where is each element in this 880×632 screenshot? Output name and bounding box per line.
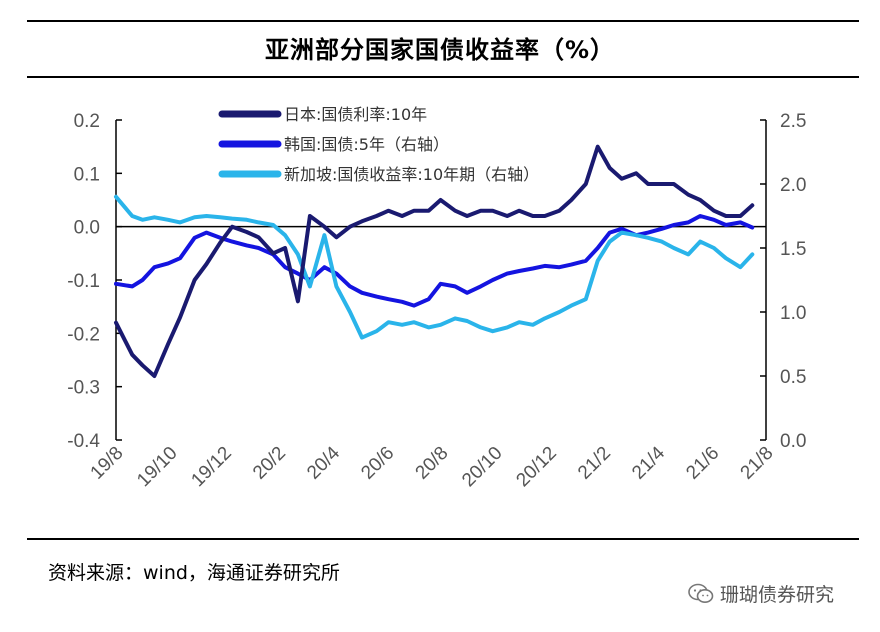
x-tick-label: 21/4 bbox=[628, 442, 669, 483]
series-line-1 bbox=[114, 214, 755, 308]
x-tick-label: 20/12 bbox=[512, 443, 560, 491]
right-tick-label: 0.5 bbox=[780, 367, 806, 388]
title-rule bbox=[27, 76, 859, 78]
left-tick-label: 0.2 bbox=[74, 111, 100, 132]
x-tick-label: 20/2 bbox=[249, 443, 290, 484]
watermark: 珊瑚债券研究 bbox=[688, 580, 834, 607]
x-tick-label: 20/6 bbox=[357, 443, 398, 484]
series-line-0 bbox=[114, 144, 755, 378]
x-tick-label: 19/10 bbox=[133, 443, 181, 491]
left-tick-label: -0.4 bbox=[67, 431, 100, 452]
x-tick-label: 21/6 bbox=[682, 443, 723, 484]
chart-title: 亚洲部分国家国债收益率（%） bbox=[264, 36, 616, 64]
x-tick-label: 21/8 bbox=[737, 443, 778, 484]
left-tick-label: 0.1 bbox=[74, 164, 100, 185]
right-tick-label: 1.5 bbox=[780, 239, 806, 260]
legend-label-2: 新加坡:国债收益率:10年期（右轴） bbox=[284, 165, 539, 184]
source-note: 资料来源：wind，海通证券研究所 bbox=[48, 562, 340, 584]
x-tick-label: 21/2 bbox=[574, 443, 615, 484]
watermark-text: 珊瑚债券研究 bbox=[720, 584, 835, 606]
legend-label-1: 韩国:国债:5年（右轴） bbox=[284, 135, 449, 154]
x-tick-label: 19/12 bbox=[187, 443, 235, 491]
right-tick-label: 2.0 bbox=[780, 175, 806, 196]
right-tick-label: 0.0 bbox=[780, 431, 806, 452]
left-tick-label: -0.3 bbox=[67, 378, 100, 399]
legend-label-0: 日本:国债利率:10年 bbox=[284, 105, 427, 124]
right-tick-label: 2.5 bbox=[780, 111, 806, 132]
x-tick-label: 20/8 bbox=[412, 443, 453, 484]
left-tick-label: -0.1 bbox=[67, 271, 100, 292]
bottom-rule bbox=[27, 538, 859, 540]
x-tick-label: 20/4 bbox=[303, 442, 344, 483]
left-tick-label: -0.2 bbox=[67, 324, 100, 345]
wechat-icon bbox=[688, 583, 714, 603]
left-tick-label: 0.0 bbox=[74, 218, 100, 239]
top-rule bbox=[27, 20, 859, 22]
right-tick-label: 1.0 bbox=[780, 303, 806, 324]
chart-plot: 0.2 0.1 0.0 -0.1 -0.2 -0.3 -0.4 2.5 2.0 1.5 1.0 0.5… bbox=[67, 105, 806, 491]
series-line-2 bbox=[114, 194, 755, 340]
x-tick-label: 20/10 bbox=[458, 443, 506, 491]
